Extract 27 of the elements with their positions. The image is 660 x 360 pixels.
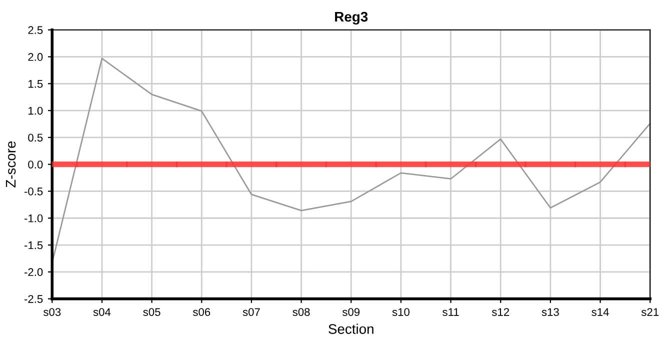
x-tick-label: s03	[43, 308, 61, 316]
x-tick-label: s11	[442, 308, 459, 316]
y-tick-label: 2.5	[28, 26, 43, 34]
x-tick-label: s13	[542, 308, 559, 316]
y-tick-label: 1.5	[28, 80, 43, 88]
y-tick-label: -1.5	[24, 241, 43, 250]
x-tick-label: s14	[592, 308, 609, 316]
x-axis-title: Section	[328, 324, 374, 334]
y-tick-label: -0.5	[24, 188, 43, 196]
y-tick-label: -1.0	[24, 214, 43, 222]
x-tick-label: s10	[392, 308, 410, 316]
x-tick-label: s08	[292, 308, 310, 316]
x-tick-label: s07	[242, 308, 260, 316]
y-tick-label: 0.0	[28, 160, 43, 168]
chart-title: Reg3	[335, 12, 368, 24]
x-tick-label: s09	[342, 308, 360, 316]
y-tick-label: 1.0	[28, 106, 43, 115]
y-tick-label: -2.5	[24, 295, 43, 303]
y-tick-label: 0.5	[28, 134, 43, 142]
x-tick-label: s21	[641, 308, 659, 316]
y-tick-label: -2.0	[24, 268, 43, 276]
x-tick-label: s06	[192, 308, 210, 316]
y-tick-label: 2.0	[28, 53, 43, 61]
x-tick-label: s12	[492, 308, 510, 316]
y-axis-title: Z-score	[6, 141, 16, 188]
x-tick-label: s05	[143, 308, 160, 316]
x-tick-label: s04	[93, 308, 111, 316]
